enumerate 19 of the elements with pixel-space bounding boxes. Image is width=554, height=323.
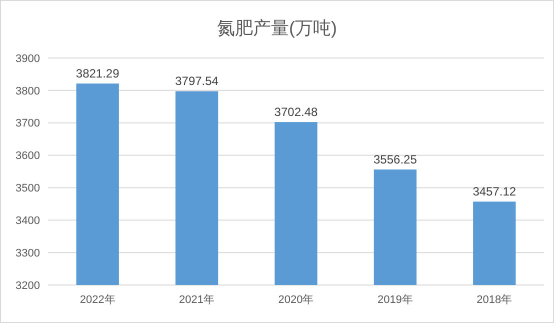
x-tick-label: 2019年 — [377, 294, 413, 306]
data-label: 3556.25 — [374, 152, 418, 166]
y-tick-label: 3500 — [16, 182, 40, 195]
y-tick-label: 3600 — [16, 150, 40, 162]
data-label: 3702.48 — [274, 105, 318, 120]
data-label: 3821.29 — [76, 66, 120, 81]
y-tick-label: 3300 — [16, 247, 40, 260]
y-tick-label: 3200 — [16, 280, 40, 292]
x-tick-label: 2021年 — [179, 294, 215, 306]
chart-title: 氮肥产量(万吨) — [217, 18, 337, 38]
y-tick-label: 3900 — [16, 52, 40, 65]
y-tick-label: 3800 — [16, 85, 40, 98]
data-label: 3457.12 — [472, 184, 516, 199]
x-tick-label: 2022年 — [80, 294, 116, 306]
y-tick-label: 3400 — [16, 214, 40, 227]
data-label: 3797.54 — [175, 74, 219, 88]
x-tick-label: 2020年 — [278, 294, 314, 306]
y-tick-label: 3700 — [16, 118, 40, 130]
x-tick-label: 2018年 — [476, 294, 512, 306]
